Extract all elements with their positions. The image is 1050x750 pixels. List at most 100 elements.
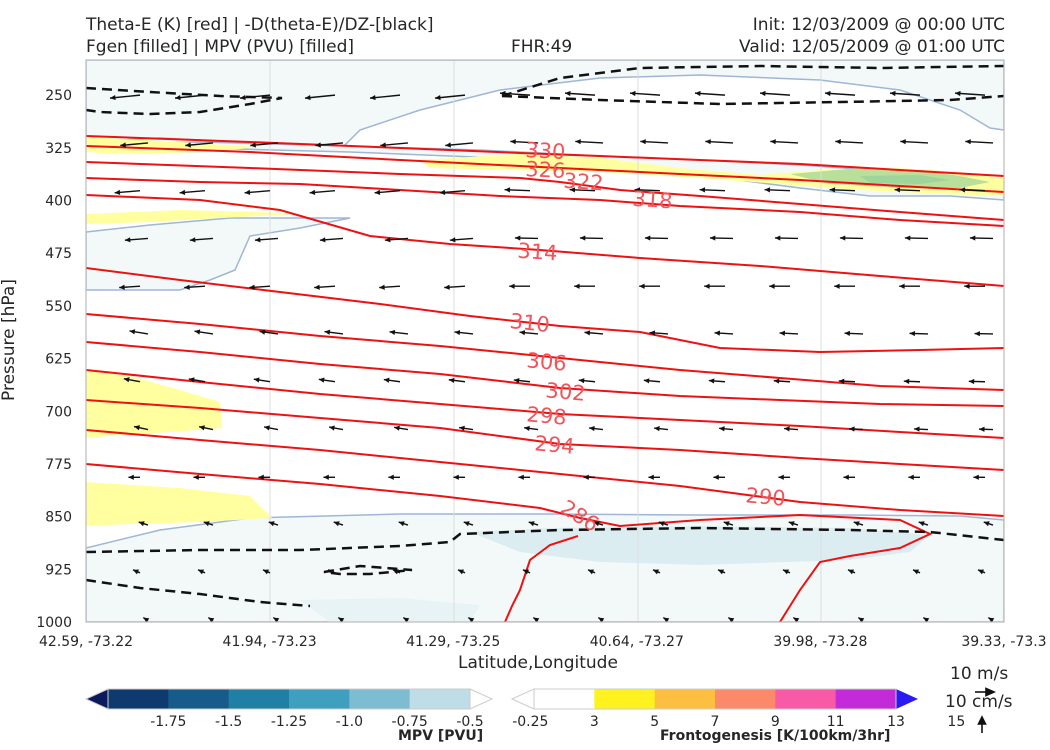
wind-vector-head <box>533 617 540 622</box>
wind-vector-head <box>774 235 781 241</box>
wind-vector-head <box>329 425 335 431</box>
wind-vector-head <box>699 187 706 193</box>
wind-vector-head <box>899 283 905 289</box>
wind-vector-head <box>653 569 659 575</box>
mpv-colorbar-tick: -0.25 <box>512 714 548 730</box>
contour-label: 330 <box>525 138 566 164</box>
contour-label: 326 <box>525 157 566 183</box>
wind-vector-head <box>514 235 521 241</box>
wind-vector-head <box>439 189 446 195</box>
wind-vector-head <box>909 330 915 337</box>
wind-vector-head <box>240 94 246 101</box>
fgen-fill-4 <box>860 175 950 184</box>
wind-vector-head <box>175 94 181 101</box>
wind-vector-head <box>858 617 865 622</box>
wind-vector-head <box>394 425 400 431</box>
fgen-colorbar-tick: 15 <box>947 714 965 730</box>
chart-title-left-line1: Theta-E (K) [red] | -D(theta-E)/DZ-[blac… <box>86 15 434 35</box>
wind-vector-head <box>923 617 930 622</box>
wind-vector-head <box>124 237 131 243</box>
y-tick-label: 550 <box>45 299 72 315</box>
wind-vector-head <box>598 617 605 622</box>
theta-e-line-322 <box>86 161 1004 221</box>
wind-vector-head <box>309 189 316 195</box>
wind-scale-horizontal-label: 10 m/s <box>950 664 1009 684</box>
wind-vector-head <box>825 90 831 97</box>
wind-vector-head <box>574 283 580 289</box>
wind-vector-head <box>374 189 381 195</box>
wind-vector-head <box>249 284 255 290</box>
wind-vector-head <box>114 189 121 195</box>
fgen-fill-5 <box>86 210 300 224</box>
wind-vector-head <box>203 521 210 527</box>
wind-vector-head <box>908 474 914 480</box>
wind-vector-head <box>973 474 979 480</box>
wind-vector-head <box>843 474 849 480</box>
theta-e-line-286 <box>86 463 933 622</box>
theta-e-line-326 <box>86 145 1004 193</box>
wind-scale-arrows <box>975 687 996 733</box>
wind-vector-head <box>965 139 971 145</box>
wind-vector-head <box>244 189 251 195</box>
wind-vector-head <box>258 474 264 480</box>
contour-label: 294 <box>534 431 576 458</box>
wind-vector-head <box>250 142 256 148</box>
x-tick-label: 41.29, -73.25 <box>406 634 500 650</box>
wind-vector-head <box>565 90 571 97</box>
wind-vector-head <box>184 284 190 290</box>
x-tick-label: 39.33, -73.3 <box>961 634 1046 650</box>
y-tick-labels: 250 325 400 475 550 625 700 775 850 925 1000 <box>36 88 72 631</box>
wind-vector-head <box>663 617 670 622</box>
mpv-colorbar-tick: -0.5 <box>456 714 483 730</box>
wind-vector-head <box>974 331 980 337</box>
wind-vector-head <box>264 425 270 431</box>
wind-vector-head <box>383 377 390 383</box>
wind-vector-head <box>324 329 331 335</box>
theta-e-line-302 <box>86 341 1004 407</box>
fgen-colorbar-segment <box>594 689 656 709</box>
wind-vector-head <box>983 521 990 527</box>
wind-vector-head <box>835 139 841 145</box>
wind-vector-head <box>510 139 516 145</box>
x-tick-label: 42.59, -73.22 <box>39 634 133 650</box>
wind-vector-head <box>643 378 650 384</box>
wind-vector-head <box>273 617 280 622</box>
wind-vector-head <box>779 330 786 336</box>
stability-dashed-6 <box>86 578 311 608</box>
fgen-fill-7 <box>86 482 272 526</box>
wind-vector-head <box>718 569 724 575</box>
wind-vector-head <box>129 329 136 335</box>
wind-vector-head <box>500 90 506 97</box>
wind-vector-head <box>648 474 654 480</box>
wind-vector-head <box>398 521 405 527</box>
wind-vector-head <box>454 329 461 336</box>
wind-vector-head <box>528 521 535 527</box>
fgen-colorbar-title: Frontogenesis [K/100km/3hr] <box>660 728 891 744</box>
theta-e-line-318 <box>86 177 1004 227</box>
fgen-colorbar-extend-high <box>896 689 918 709</box>
theta-e-contours <box>86 135 1004 622</box>
wind-vector-head <box>968 378 975 385</box>
wind-vector-head <box>259 329 266 335</box>
wind-vector-head <box>523 569 529 575</box>
wind-vector-head <box>640 139 646 145</box>
wind-vector-head <box>370 94 376 101</box>
chart-title-left-line2: Fgen [filled] | MPV (PVU) [filled] <box>86 37 355 57</box>
fgen-colorbar-segment <box>534 689 595 709</box>
wind-vector-head <box>853 521 860 527</box>
wind-vector-head <box>719 426 725 432</box>
wind-vector-head <box>848 569 854 575</box>
contour-labels: 330 326 322 318 314 310 306 302 298 294 … <box>509 138 787 537</box>
mpv-fill-left <box>86 217 351 291</box>
wind-vector-head <box>838 378 845 384</box>
y-tick-label: 700 <box>45 404 72 420</box>
wind-vector-head <box>119 284 125 290</box>
theta-e-line-286b <box>504 535 579 622</box>
fgen-colorbar-tick: 7 <box>711 714 720 730</box>
wind-vector-head <box>783 569 789 575</box>
fgen-colorbar-extend-low <box>510 688 535 710</box>
y-tick-label: 475 <box>45 246 72 262</box>
wind-vector-head <box>658 521 665 527</box>
wind-vector-head <box>319 237 326 243</box>
wind-vector-head <box>849 426 855 432</box>
